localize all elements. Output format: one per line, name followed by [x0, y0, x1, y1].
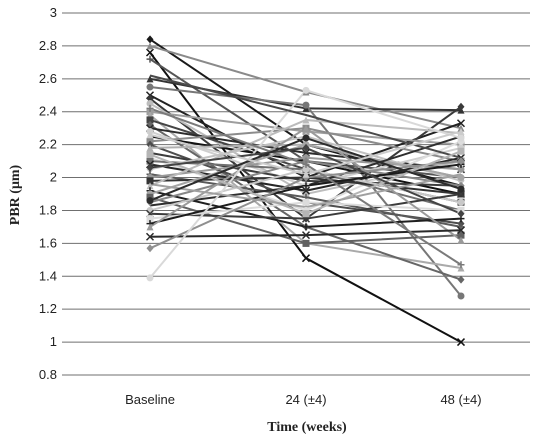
- data-point: [457, 157, 465, 166]
- data-point: [146, 244, 154, 253]
- data-point: [457, 231, 465, 239]
- y-tick-label: 2.2: [39, 137, 57, 152]
- data-point: [302, 116, 310, 124]
- data-point: [146, 182, 154, 190]
- data-point: [456, 338, 466, 347]
- data-point: [457, 127, 465, 135]
- data-point: [302, 124, 310, 132]
- data-point: [457, 147, 465, 155]
- y-axis-title: PBR (μm): [8, 164, 23, 225]
- y-tick-labels: 0.8 1 1.2 1.4 1.6 1.8 2 2.2 2.4 2.6 2.8 3: [39, 5, 57, 382]
- data-point: [302, 210, 310, 218]
- y-tick-label: 0.8: [39, 367, 57, 382]
- data-point: [146, 163, 154, 172]
- data-point: [457, 261, 465, 269]
- data-point: [146, 157, 154, 165]
- y-tick-label: 2: [50, 170, 57, 185]
- data-point: [146, 223, 154, 231]
- data-point: [146, 177, 154, 185]
- y-tick-label: 2.8: [39, 38, 57, 53]
- data-point: [457, 134, 465, 142]
- data-point: [456, 226, 466, 235]
- data-point: [146, 120, 154, 129]
- data-point: [146, 151, 154, 159]
- data-point: [146, 100, 154, 107]
- data-point: [146, 131, 154, 139]
- data-point: [146, 75, 154, 83]
- data-point: [457, 275, 465, 284]
- data-point: [145, 232, 155, 241]
- x-tick-label: 48 (±4): [440, 392, 481, 407]
- data-point: [302, 170, 310, 178]
- data-point: [302, 134, 310, 142]
- y-tick-label: 2.4: [39, 104, 57, 119]
- data-point: [146, 274, 154, 282]
- data-point: [302, 239, 310, 247]
- data-point: [457, 209, 465, 218]
- data-point: [302, 198, 310, 206]
- x-axis-title: Time (weeks): [267, 420, 347, 435]
- y-tick-label: 2.6: [39, 71, 57, 86]
- data-point: [301, 186, 311, 195]
- y-tick-label: 1.2: [39, 301, 57, 316]
- data-point: [302, 223, 310, 231]
- data-point: [302, 182, 310, 190]
- data-point: [146, 83, 154, 91]
- data-point: [302, 143, 310, 152]
- data-point: [146, 215, 154, 223]
- data-point: [457, 165, 465, 173]
- data-point: [302, 165, 310, 173]
- data-point: [146, 35, 154, 44]
- series-line: [149, 74, 462, 159]
- y-tick-label: 1.4: [39, 268, 57, 283]
- data-point: [457, 198, 465, 206]
- data-point: [457, 185, 465, 193]
- data-point: [145, 48, 155, 57]
- data-point: [457, 236, 465, 244]
- y-tick-label: 1.6: [39, 235, 57, 250]
- data-point: [302, 101, 310, 109]
- data-point: [457, 292, 465, 300]
- data-point: [146, 104, 154, 112]
- data-point: [456, 119, 466, 128]
- data-point: [146, 55, 154, 63]
- x-tick-label: 24 (±4): [285, 392, 326, 407]
- data-point: [457, 102, 465, 111]
- x-tick-label: Baseline: [125, 392, 175, 407]
- data-point: [457, 174, 465, 182]
- data-point: [301, 231, 311, 240]
- data-point: [146, 144, 154, 152]
- data-point: [146, 116, 154, 124]
- x-tick-labels: Baseline 24 (±4) 48 (±4): [125, 392, 481, 407]
- y-tick-label: 3: [50, 5, 57, 20]
- data-point: [146, 42, 154, 50]
- series-markers: [145, 35, 466, 347]
- y-tick-label: 1: [50, 334, 57, 349]
- data-point: [301, 254, 311, 263]
- y-tick-label: 1.8: [39, 202, 57, 217]
- data-point: [146, 197, 154, 205]
- data-point: [302, 86, 310, 94]
- data-point: [302, 160, 310, 168]
